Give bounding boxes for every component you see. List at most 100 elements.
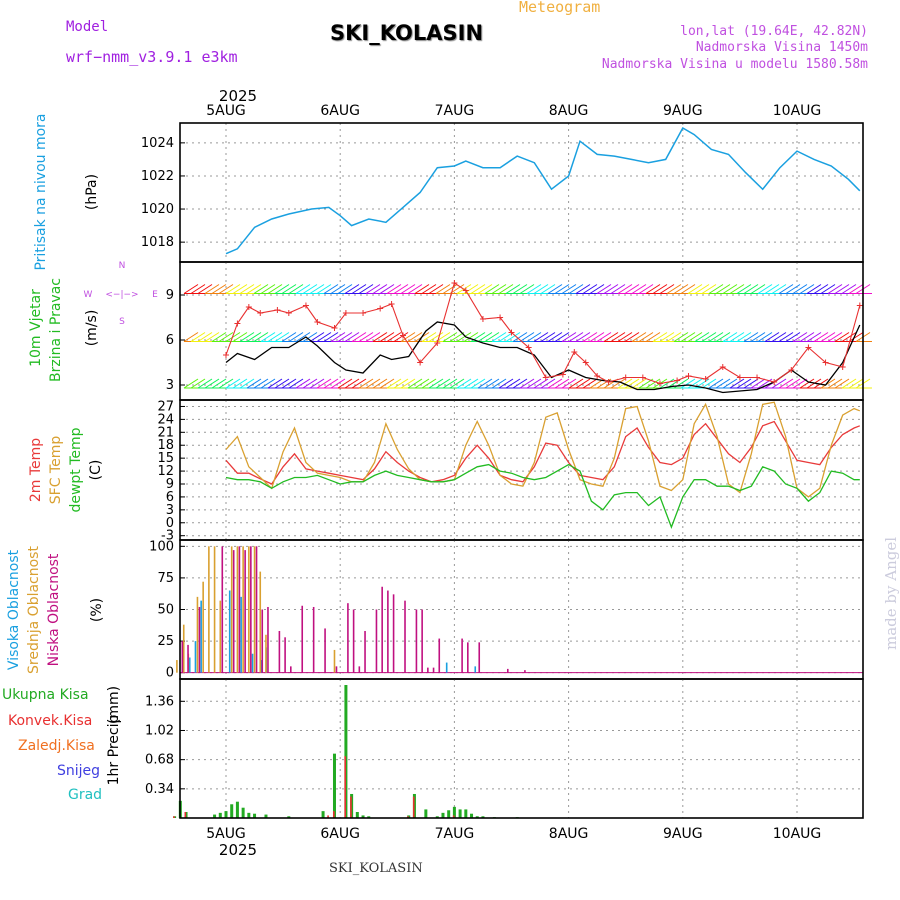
wind-barb	[519, 332, 535, 342]
wind-barb	[575, 284, 591, 294]
precip-total-bar	[230, 804, 234, 818]
pressure-frame	[179, 122, 864, 263]
wind-barb	[323, 332, 339, 342]
wind-barb	[568, 332, 584, 342]
wind-barb	[190, 378, 206, 389]
wind-barb	[820, 332, 836, 342]
temp-ytick-label: 9	[166, 477, 174, 492]
wind-barb	[463, 332, 479, 342]
wind-barb	[680, 378, 696, 389]
wind-barb	[645, 284, 661, 294]
precip-convective-bar	[407, 816, 409, 818]
temp-ytick-label: 21	[157, 425, 174, 440]
wind-barb	[344, 284, 360, 294]
wind-barb	[407, 332, 423, 342]
precip-unit: (mm)	[106, 686, 122, 724]
pressure-line	[225, 126, 861, 255]
wind-barb	[351, 332, 367, 342]
cloud-ytick-label: 100	[149, 539, 174, 554]
day-label-top: 5AUG	[206, 103, 246, 119]
precip-total-bar	[481, 816, 485, 818]
precip-total-bar	[287, 816, 291, 818]
temp-dewpt-line	[225, 463, 860, 529]
wind-barb	[309, 378, 325, 389]
wind-barb	[498, 378, 514, 389]
wind-barb	[302, 378, 318, 389]
wind-barb	[589, 332, 605, 342]
wind-barb	[708, 378, 724, 389]
wind-barb	[519, 378, 535, 389]
wind-barb	[526, 378, 542, 389]
wind-gust-marker	[788, 367, 795, 373]
model-name: wrf−nmm_v3.9.1 e3km	[66, 48, 238, 66]
wind-barb	[561, 378, 577, 389]
wind-barb	[274, 284, 290, 294]
precip-total-bar	[424, 809, 428, 818]
wind-barb	[449, 332, 465, 342]
wind-barb	[470, 378, 486, 389]
precip-legend-item: Ukupna Kisa	[2, 687, 89, 703]
precip-convective-bar	[412, 796, 415, 818]
wind-barb	[785, 284, 801, 294]
wind-barb	[428, 332, 444, 342]
wind-barb	[624, 284, 640, 294]
day-label-bottom: 5AUG	[206, 826, 246, 842]
wind-barb	[225, 284, 241, 294]
wind-barb	[435, 378, 451, 389]
wind-barb	[715, 332, 731, 342]
day-label-top: 9AUG	[663, 103, 703, 119]
wind-barb	[785, 378, 801, 389]
precip-convective-bar	[327, 815, 329, 818]
wind-barb	[827, 378, 843, 389]
wind-barb	[799, 332, 815, 342]
wind-barb	[631, 332, 647, 342]
compass-n: N	[119, 261, 126, 271]
wind-barb	[295, 378, 311, 389]
wind-barb	[624, 332, 640, 342]
day-label-top: 6AUG	[320, 103, 360, 119]
wind-gust-marker	[571, 349, 578, 355]
temp-ytick-label: 27	[157, 399, 174, 414]
temp-ytick-label: 18	[157, 438, 174, 453]
wind-barb	[848, 284, 864, 294]
wind-barb	[540, 332, 556, 342]
precip-total-bar	[464, 809, 468, 818]
wind-speed-line	[225, 321, 861, 394]
temp-unit: (C)	[88, 460, 104, 481]
temp-ytick-label: 0	[166, 516, 174, 531]
wind-gust-marker	[451, 280, 458, 286]
wind-barb	[351, 284, 367, 294]
wind-barb	[330, 332, 346, 342]
wind-barb	[372, 284, 388, 294]
wind-barb	[799, 378, 815, 389]
wind-barb	[827, 332, 843, 342]
wind-barb	[288, 378, 304, 389]
precip-total-bar	[247, 812, 251, 818]
wind-barb	[267, 332, 283, 342]
precip-total-bar	[224, 811, 228, 818]
wind-barb	[393, 284, 409, 294]
wind-barb	[372, 332, 388, 342]
day-label-top: 10AUG	[773, 103, 822, 119]
wind-barb	[295, 332, 311, 342]
wind-barb	[232, 332, 248, 342]
wind-gust-marker	[342, 310, 349, 316]
wind-gust-marker	[559, 371, 566, 378]
precip-total-bar	[435, 816, 439, 818]
temp-ytick-label: 6	[166, 490, 174, 505]
wind-barb	[631, 284, 647, 294]
wind-barb	[722, 332, 738, 342]
wind-barb	[442, 378, 458, 389]
wind-barb	[526, 332, 542, 342]
precip-total-bar	[321, 811, 325, 818]
wind-barb	[582, 284, 598, 294]
precip-frame	[179, 678, 864, 819]
wind-barb	[610, 284, 626, 294]
wind-barb	[211, 332, 227, 342]
wind-gust-marker	[234, 320, 241, 327]
wind-barb	[596, 284, 612, 294]
wind-barb	[743, 378, 759, 389]
wind-barb	[554, 378, 570, 389]
day-label-bottom: 6AUG	[320, 826, 360, 842]
